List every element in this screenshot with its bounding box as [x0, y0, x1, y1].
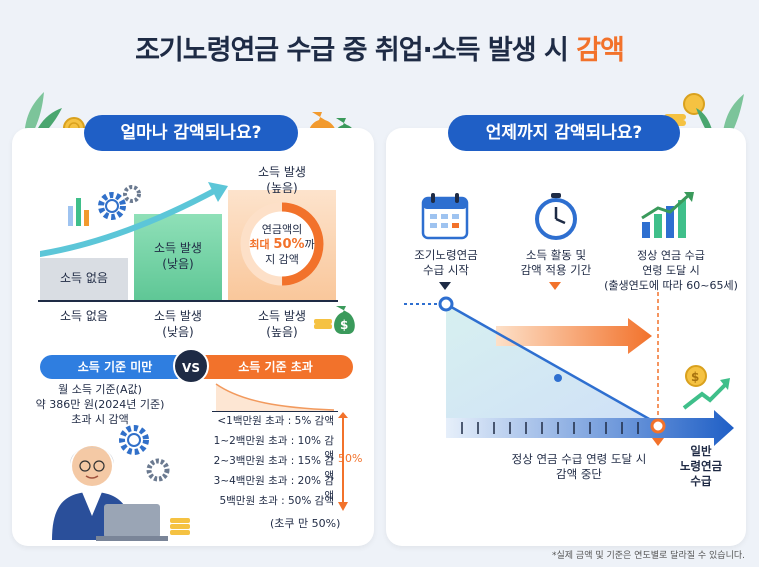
reduction-stop-label: 정상 연금 수급 연령 도달 시 감액 중단 — [511, 452, 647, 481]
coin-growth-icon: $ — [682, 365, 730, 410]
tier-divider — [212, 411, 338, 412]
tier-row: <1백만원 초과 : 5% 감액 — [217, 415, 334, 427]
footnote: *실제 금액 및 기준은 연도별로 달라질 수 있습니다. — [552, 551, 745, 561]
stopwatch-icon — [535, 193, 577, 240]
ring-line2: 최대 50%까 — [249, 237, 315, 252]
bar-low-income — [134, 214, 222, 300]
rising-chart-icon — [641, 192, 694, 238]
tier-row: 1~2백만원 초과 : 10% 감액 — [213, 435, 334, 462]
cap-note: (초쿠 만 50%) — [270, 517, 341, 530]
senior-worker-illustration — [52, 425, 190, 541]
milestone-period-label: 소득 활동 및 감액 적용 기간 — [520, 248, 592, 277]
tier-row: 2~3백만원 초과 : 15% 감액 — [213, 455, 334, 482]
calendar-icon — [421, 193, 469, 240]
timeline-graphic — [404, 292, 734, 446]
vs-badge: VS — [173, 348, 209, 384]
how-much-heading: 얼마나 감액되나요? — [84, 115, 298, 151]
ring-line1: 연금액의 — [261, 223, 303, 236]
x-label-low-income: 소득 발생 (낮음) — [154, 309, 202, 339]
bar-no-income — [40, 258, 128, 300]
pointer-down-icon — [439, 282, 451, 290]
title-highlight: 감액 — [576, 35, 625, 66]
reduction-ring — [240, 202, 324, 286]
bar-gear-icon — [68, 185, 141, 226]
above-threshold-label: 소득 기준 초과 — [198, 355, 353, 379]
svg-text:$: $ — [691, 370, 699, 384]
tier-row: 3~4백만원 초과 : 20% 감액 — [213, 475, 334, 502]
chart-baseline — [38, 300, 338, 302]
income-threshold-note: 월 소득 기준(A값) 약 386만 원(2024년 기준) 초과 시 감액 — [35, 383, 165, 426]
growth-arrow-icon — [40, 182, 228, 257]
ring-line3: 지 감액 — [265, 253, 299, 266]
title-text: 조기노령연금 수급 중 취업·소득 발생 시 — [135, 35, 577, 66]
svg-text:$: $ — [340, 318, 348, 332]
decay-curve — [215, 383, 335, 412]
bar-no-income-label: 소득 없음 — [60, 271, 108, 285]
ring-text: 연금액의 최대 50%까 지 감액 — [238, 222, 326, 267]
below-threshold-label: 소득 기준 미만 — [40, 355, 190, 379]
until-when-heading: 언제까지 감액되나요? — [448, 115, 680, 151]
x-label-no-income: 소득 없음 — [60, 309, 108, 323]
regular-pension-label: 일반 노령연금 수급 — [679, 444, 723, 488]
x-label-high-income: 소득 발생 (높음) — [258, 309, 306, 339]
max-reduction-label: 50% — [338, 452, 363, 465]
milestone-start-label: 조기노령연금 수급 시작 — [414, 248, 478, 277]
bar-low-income-label: 소득 발생 (낮음) — [154, 241, 202, 271]
down-arrow-icon — [338, 412, 348, 511]
tier-row: 5백만원 초과 : 50% 감액 — [219, 495, 334, 507]
milestone-normal-age-label: 정상 연금 수급 연령 도달 시 (출생연도에 따라 60~65세) — [604, 249, 738, 292]
bar-high-income-label: 소득 발생 (높음) — [258, 165, 306, 195]
money-bag-icon: $ — [314, 306, 355, 334]
pointer-down-icon — [549, 282, 561, 290]
page-title: 조기노령연금 수급 중 취업·소득 발생 시 감액 — [0, 28, 759, 67]
